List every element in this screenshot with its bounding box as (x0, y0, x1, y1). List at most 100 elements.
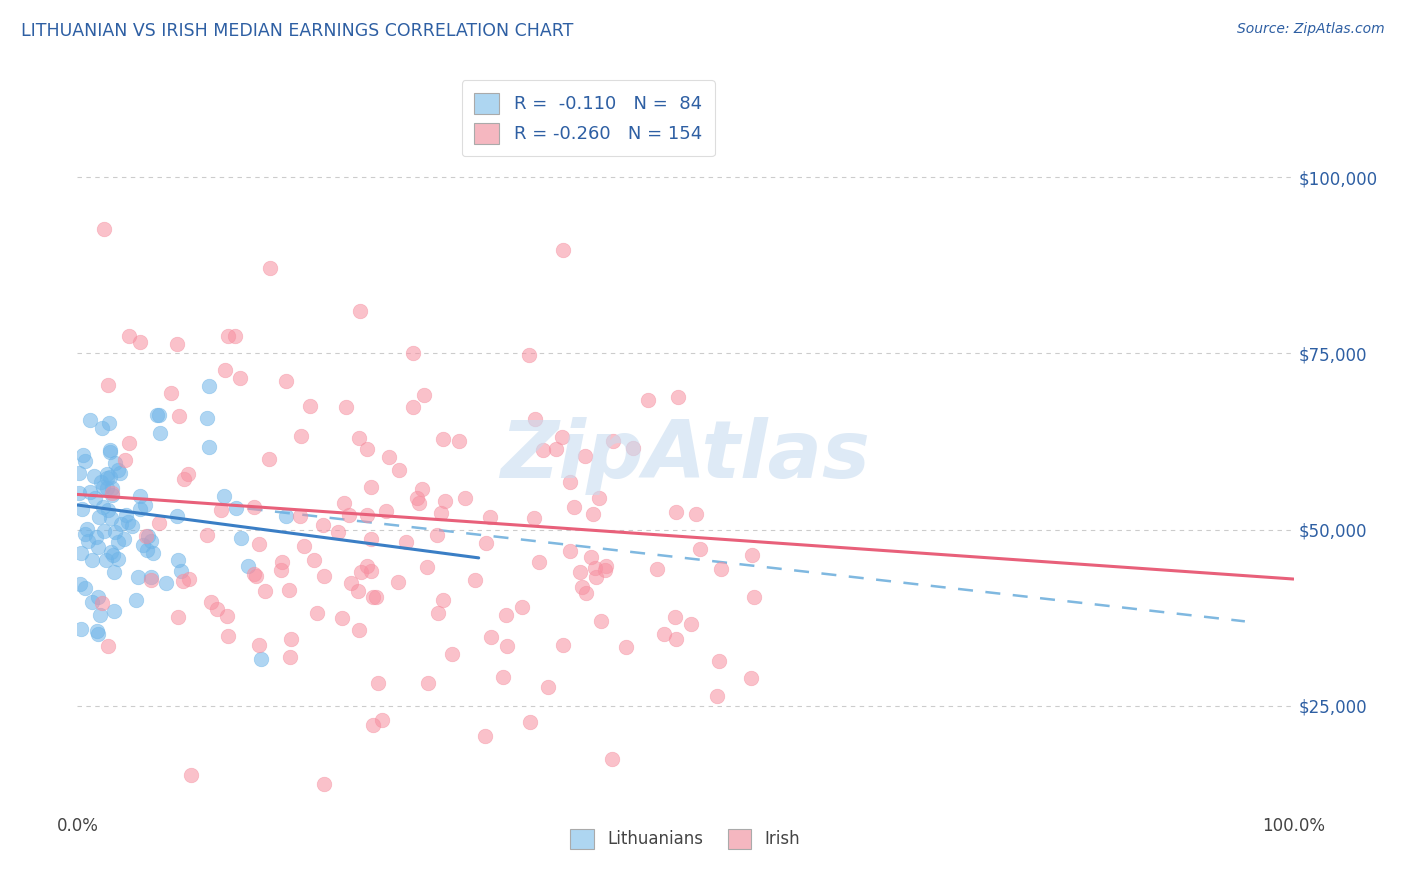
Point (356, 442, 378, 457)
Point (411, 483, 433, 497)
Point (433, 494, 456, 508)
Point (141, 570, 163, 584)
Point (205, 601, 228, 615)
Point (332, 611, 354, 625)
Point (375, 504, 398, 518)
Point (665, 632, 688, 646)
Point (347, 623, 370, 637)
Point (583, 561, 606, 575)
Point (173, 473, 195, 487)
Point (474, 729, 496, 743)
Point (706, 689, 728, 703)
Point (523, 511, 546, 525)
Point (84, 491, 107, 506)
Point (621, 442, 644, 456)
Point (167, 610, 190, 624)
Point (335, 400, 357, 414)
Point (270, 563, 292, 577)
Point (588, 491, 610, 505)
Point (378, 450, 401, 464)
Text: Source: ZipAtlas.com: Source: ZipAtlas.com (1237, 22, 1385, 37)
Point (243, 566, 266, 581)
Point (278, 583, 301, 598)
Point (245, 568, 267, 582)
Point (96, 467, 118, 482)
Point (101, 481, 124, 495)
Point (356, 559, 378, 574)
Point (166, 337, 188, 351)
Point (75, 527, 97, 541)
Point (100, 545, 122, 559)
Point (492, 670, 515, 684)
Point (349, 566, 371, 580)
Point (593, 562, 616, 576)
Point (96, 553, 118, 567)
Point (149, 425, 172, 440)
Point (366, 590, 388, 604)
Point (197, 379, 219, 393)
Point (104, 524, 127, 539)
Point (93, 524, 115, 538)
Point (131, 538, 153, 552)
Point (86, 590, 108, 604)
Point (441, 647, 464, 661)
Point (637, 393, 659, 408)
Point (249, 638, 271, 652)
Point (135, 543, 157, 558)
Point (195, 411, 218, 425)
Point (148, 409, 170, 423)
Point (558, 475, 581, 489)
Point (67, 485, 90, 500)
Point (408, 496, 430, 510)
Point (602, 434, 624, 449)
Point (328, 525, 350, 540)
Point (740, 671, 762, 685)
Point (496, 639, 519, 653)
Point (103, 565, 125, 579)
Point (96, 471, 118, 485)
Point (115, 508, 138, 522)
Point (418, 675, 440, 690)
Point (198, 440, 221, 454)
Point (333, 496, 356, 510)
Point (270, 555, 292, 569)
Point (432, 593, 454, 607)
Point (585, 570, 607, 584)
Point (560, 543, 582, 558)
Point (464, 573, 486, 587)
Point (367, 675, 389, 690)
Point (217, 328, 239, 343)
Legend: Lithuanians, Irish: Lithuanians, Irish (564, 822, 807, 855)
Point (101, 549, 124, 563)
Point (551, 243, 574, 257)
Point (177, 467, 200, 482)
Point (664, 610, 686, 624)
Point (253, 584, 276, 599)
Point (305, 606, 328, 620)
Point (103, 604, 125, 618)
Point (527, 555, 550, 569)
Point (97, 417, 120, 431)
Point (360, 480, 382, 494)
Point (155, 576, 177, 591)
Point (129, 501, 152, 516)
Point (134, 498, 156, 512)
Point (278, 649, 301, 664)
Point (167, 553, 190, 567)
Point (360, 564, 382, 578)
Point (236, 559, 259, 574)
Point (172, 574, 194, 588)
Point (118, 436, 141, 450)
Point (148, 516, 170, 531)
Point (212, 489, 235, 503)
Point (77, 534, 100, 549)
Point (200, 594, 222, 608)
Point (243, 500, 266, 515)
Point (553, 638, 575, 652)
Point (595, 558, 617, 573)
Point (361, 590, 384, 604)
Point (292, 539, 315, 553)
Point (108, 467, 131, 481)
Point (589, 614, 612, 628)
Point (280, 632, 302, 646)
